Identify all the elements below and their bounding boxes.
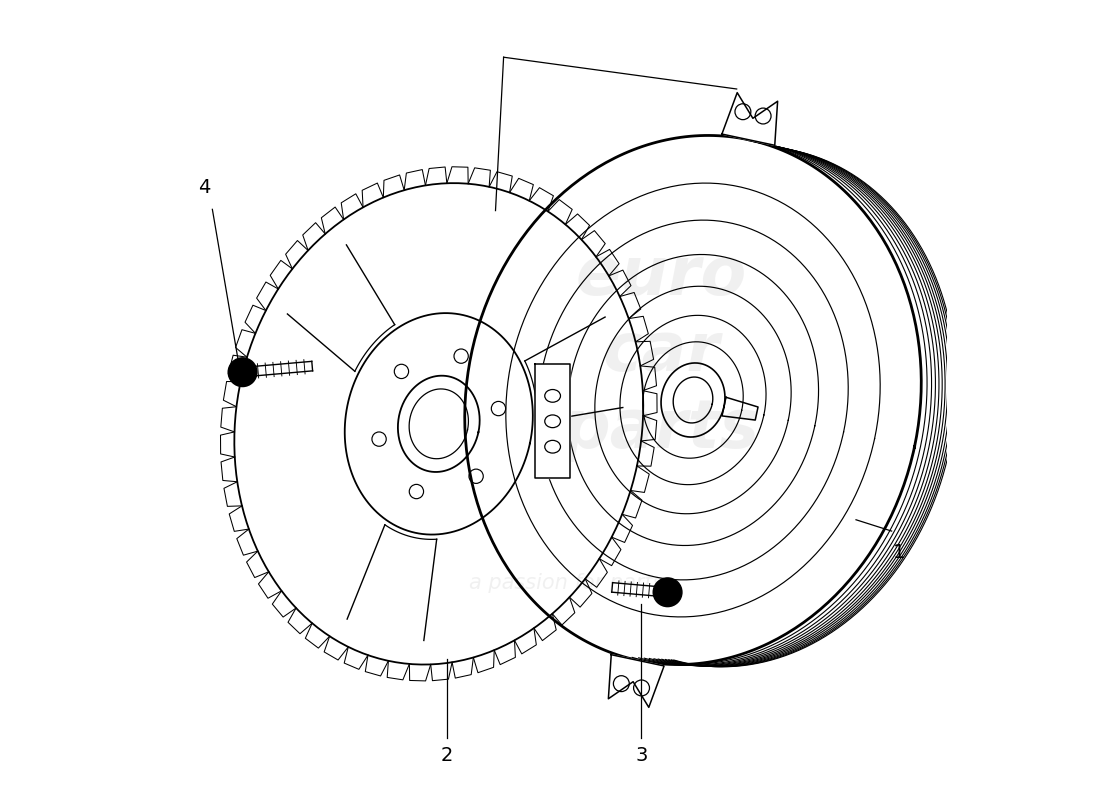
- Circle shape: [229, 358, 257, 386]
- Text: a passion for parts: a passion for parts: [469, 573, 663, 593]
- Polygon shape: [612, 582, 668, 597]
- Polygon shape: [722, 93, 778, 146]
- Text: 2: 2: [440, 746, 453, 765]
- Text: 1: 1: [893, 543, 905, 562]
- Polygon shape: [242, 362, 312, 377]
- Polygon shape: [535, 364, 570, 478]
- Text: 3: 3: [635, 746, 648, 765]
- Text: euro
car
parts: euro car parts: [563, 243, 760, 462]
- Circle shape: [653, 578, 682, 606]
- Polygon shape: [608, 654, 664, 707]
- Text: 4: 4: [198, 178, 210, 198]
